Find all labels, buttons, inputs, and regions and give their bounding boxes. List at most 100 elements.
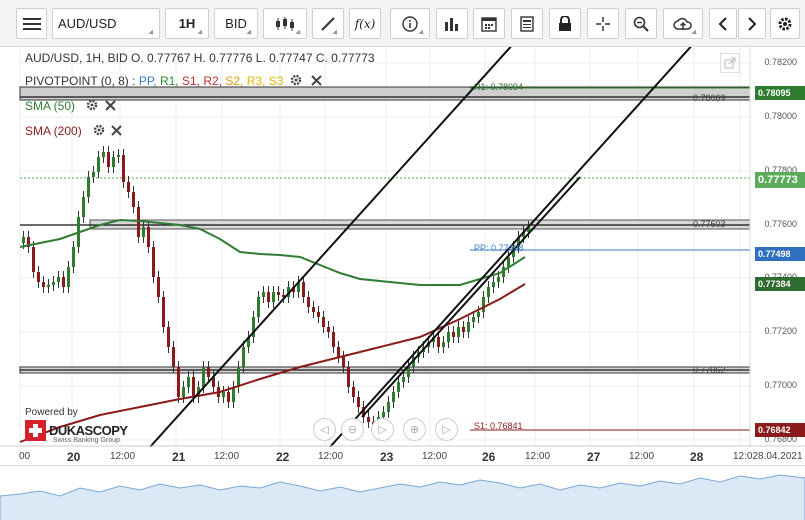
candle [307, 297, 310, 307]
s1-label: S1: 0.76841 [474, 421, 523, 431]
brand-name: DUKASCOPY [49, 423, 128, 438]
x-tick-end-date: 12:028.04.2021 [733, 451, 803, 462]
pivot-item-s3: S3 [268, 74, 284, 88]
level-label-1: 0.78069 [693, 93, 726, 103]
menu-icon[interactable] [16, 8, 47, 39]
candle [67, 267, 70, 287]
nav-back-icon[interactable]: ◁ [313, 418, 336, 441]
y-tick: 0.77600 [764, 219, 797, 229]
candle [482, 297, 485, 312]
navigator-panel[interactable] [0, 465, 805, 520]
price-chart[interactable]: AUD/USD, 1H, BID O. 0.77767 H. 0.77776 L… [0, 47, 805, 464]
sma200-label: SMA (200) [25, 124, 82, 138]
brand-subtitle: Swiss Banking Group [53, 437, 120, 444]
dropdown-caret-icon [148, 29, 156, 37]
candle [112, 157, 115, 167]
candle [32, 247, 35, 272]
candle [47, 285, 50, 287]
sma200-remove-close-icon[interactable] [111, 125, 123, 139]
expand-icon[interactable] [720, 53, 740, 73]
candle [102, 152, 105, 157]
candle [227, 392, 230, 402]
candle [237, 367, 240, 387]
cloud-button[interactable] [663, 8, 703, 39]
candle [142, 227, 145, 237]
sma50-settings-gear-icon[interactable] [86, 99, 98, 114]
nav-forward-icon[interactable]: ▷ [435, 418, 458, 441]
x-tick-day: 20 [67, 450, 81, 464]
sma200-settings-gear-icon[interactable] [93, 124, 105, 139]
navigator-chart [0, 474, 805, 520]
candle [252, 317, 255, 337]
candle [317, 312, 320, 317]
pivot-settings-gear-icon[interactable] [290, 74, 302, 89]
pivot-remove-close-icon[interactable] [311, 75, 322, 89]
sma50-remove-close-icon[interactable] [104, 100, 116, 114]
period-label: 1H [178, 16, 196, 31]
candle [192, 377, 195, 397]
candle [247, 337, 250, 347]
info-icon [402, 15, 418, 32]
price-tag-s1: 0.76842 [755, 423, 805, 437]
candle [467, 322, 470, 332]
scroll-left-button[interactable] [709, 8, 737, 39]
candle [147, 227, 150, 247]
volume-button[interactable] [436, 8, 468, 39]
magnifier-icon [633, 16, 649, 32]
x-tick-day: 21 [172, 450, 186, 464]
lock-button[interactable] [549, 8, 581, 39]
candle [412, 357, 415, 367]
candles-icon [276, 16, 294, 31]
side-selector[interactable]: BID [214, 8, 258, 39]
candle [347, 367, 350, 387]
candle [502, 267, 505, 277]
settings-button[interactable] [770, 8, 800, 39]
candle [57, 277, 60, 282]
side-label: BID [225, 16, 247, 31]
y-tick: 0.77800 [764, 165, 797, 175]
swiss-cross-icon [25, 420, 46, 441]
x-tick: 00 [19, 451, 31, 462]
zoom-button[interactable] [625, 8, 657, 39]
price-tag-r1: 0.78095 [755, 86, 805, 100]
candle [267, 292, 270, 302]
calendar-button[interactable] [473, 8, 505, 39]
candle [87, 177, 90, 197]
candle [387, 402, 390, 412]
nav-zoom-in-icon[interactable]: ⊕ [403, 418, 426, 441]
nav-zoom-out-icon[interactable]: ⊖ [341, 418, 364, 441]
pivot-item-r3: R3, [246, 74, 269, 88]
info-button[interactable] [390, 8, 430, 39]
period-selector[interactable]: 1H [165, 8, 209, 39]
price-tag-text: 0.78095 [758, 88, 791, 98]
candle [157, 277, 160, 297]
candle [342, 357, 345, 367]
candle [522, 232, 525, 237]
scroll-right-button[interactable] [738, 8, 766, 39]
draw-tool-button[interactable] [312, 8, 344, 39]
nav-reset-icon[interactable]: ▷ [371, 418, 394, 441]
x-tick-day: 27 [587, 450, 601, 464]
dukascopy-branding: Powered by DUKASCOPY [25, 407, 128, 441]
candle [297, 282, 300, 292]
pp-label: PP: 0.77498 [474, 243, 524, 253]
instrument-selector[interactable]: AUD/USD [52, 8, 160, 39]
sma50-label: SMA (50) [25, 99, 76, 113]
pivot-indicator: PIVOTPOINT (0, 8) : PP, R1, S1, R2, S2, … [25, 74, 322, 89]
x-tick-day: 23 [380, 450, 394, 464]
candle [167, 327, 170, 347]
indicators-button[interactable]: f(x) [349, 8, 381, 39]
candle [172, 347, 175, 367]
price-tag-sma50: 0.77384 [755, 277, 805, 291]
chart-type-button[interactable] [263, 8, 307, 39]
y-tick: 0.77000 [764, 380, 797, 390]
pivot-item-r1: R1, [159, 74, 182, 88]
candle [187, 377, 190, 387]
crosshair-button[interactable] [587, 8, 619, 39]
candle [27, 237, 30, 247]
toolbar: AUD/USD 1H BID f(x) [0, 0, 805, 47]
candle [242, 347, 245, 367]
report-button[interactable] [511, 8, 543, 39]
candle [22, 237, 25, 243]
candle [402, 377, 405, 382]
